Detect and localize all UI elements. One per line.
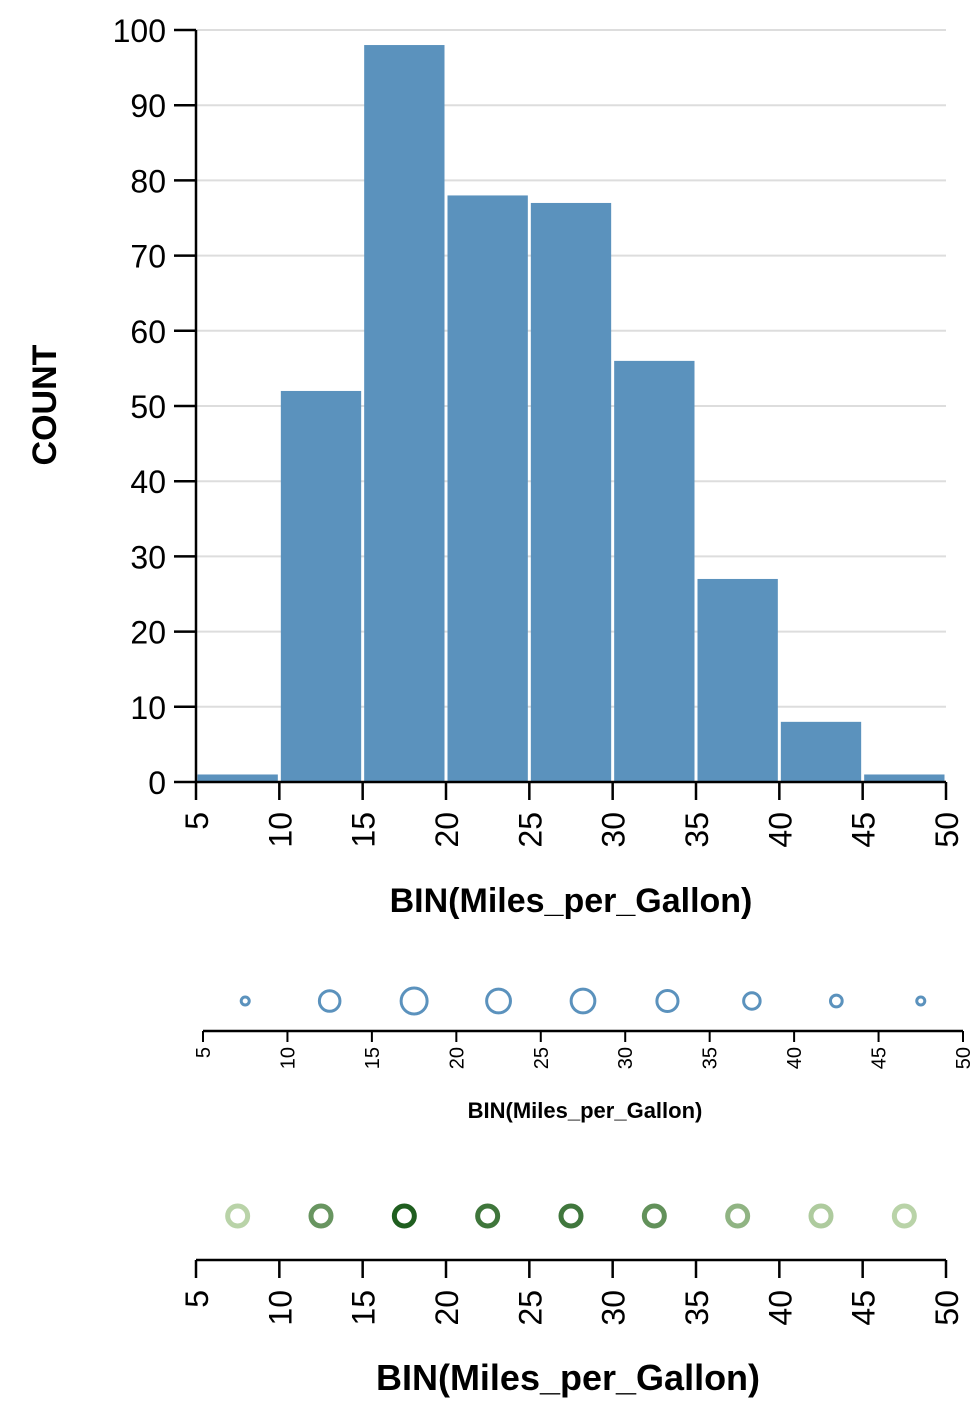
color-point — [391, 1203, 417, 1229]
histogram-chart: 0 10 20 30 40 50 60 70 80 90 100 5 10 15 20 25 30 35 40 45… — [26, 13, 965, 920]
x-tick-label: 40 — [762, 812, 798, 848]
y-tick-label: 30 — [130, 539, 166, 575]
size-point — [742, 991, 762, 1011]
color-strip-points — [225, 1203, 917, 1229]
histogram-bar — [697, 578, 778, 782]
color-point — [725, 1203, 751, 1229]
color-strip-x-axis-title: BIN(Miles_per_Gallon) — [376, 1357, 760, 1398]
x-tick-label: 30 — [615, 1047, 637, 1069]
size-strip-x-axis: 5 10 15 20 25 30 35 40 45 50 — [193, 1029, 973, 1069]
x-tick-label: 5 — [193, 1047, 215, 1058]
histogram-x-axis: 5 10 15 20 25 30 35 40 45 50 — [179, 780, 965, 848]
size-point — [239, 995, 251, 1007]
y-tick-label: 90 — [130, 88, 166, 124]
size-point — [655, 988, 680, 1014]
size-point — [317, 989, 342, 1013]
histogram-bar — [614, 360, 695, 782]
color-point — [558, 1203, 584, 1229]
color-strip-x-axis: 5 10 15 20 25 30 35 40 45 50 — [179, 1258, 965, 1326]
histogram-bar — [447, 195, 528, 782]
x-tick-label: 45 — [846, 1290, 882, 1326]
x-tick-label: 35 — [679, 812, 715, 848]
x-tick-label: 50 — [929, 812, 965, 848]
x-tick-label: 25 — [512, 1290, 548, 1326]
y-tick-label: 50 — [130, 389, 166, 425]
x-tick-label: 5 — [179, 812, 215, 830]
color-strip-chart: 5 10 15 20 25 30 35 40 45 50 BIN(Miles_per_Gallon… — [179, 1203, 965, 1398]
size-point — [399, 986, 429, 1016]
x-tick-label: 10 — [262, 1290, 298, 1326]
x-tick-label: 45 — [846, 812, 882, 848]
y-tick-label: 100 — [113, 13, 166, 49]
x-tick-label: 35 — [700, 1047, 722, 1069]
x-tick-label: 10 — [262, 812, 298, 848]
x-tick-label: 45 — [869, 1047, 891, 1069]
size-point — [828, 993, 844, 1009]
color-point — [308, 1203, 334, 1229]
x-tick-label: 25 — [531, 1047, 553, 1069]
histogram-y-axis-title: COUNT — [26, 344, 64, 465]
histogram-bar — [530, 202, 612, 782]
x-tick-label: 15 — [362, 1047, 384, 1069]
histogram-bar — [280, 390, 362, 782]
y-tick-label: 60 — [130, 314, 166, 350]
color-point — [891, 1203, 917, 1229]
color-point — [641, 1203, 667, 1229]
x-tick-label: 20 — [429, 1290, 465, 1326]
histogram-bar — [780, 721, 862, 782]
x-tick-label: 10 — [277, 1047, 299, 1069]
x-tick-label: 15 — [346, 812, 382, 848]
histogram-bar — [364, 45, 445, 783]
y-tick-label: 0 — [148, 765, 166, 801]
x-tick-label: 40 — [762, 1290, 798, 1326]
x-tick-label: 40 — [784, 1047, 806, 1069]
color-point — [808, 1203, 834, 1229]
size-strip-points — [239, 986, 927, 1016]
color-point — [475, 1203, 501, 1229]
histogram-x-axis-title: BIN(Miles_per_Gallon) — [390, 882, 753, 920]
size-strip-x-axis-title: BIN(Miles_per_Gallon) — [468, 1098, 703, 1123]
color-point — [225, 1203, 251, 1229]
y-tick-label: 40 — [130, 464, 166, 500]
size-point — [915, 995, 927, 1007]
y-tick-label: 10 — [130, 690, 166, 726]
y-tick-label: 20 — [130, 615, 166, 651]
x-tick-label: 20 — [446, 1047, 468, 1069]
x-tick-label: 30 — [596, 812, 632, 848]
x-tick-label: 15 — [346, 1290, 382, 1326]
x-tick-label: 30 — [596, 1290, 632, 1326]
x-tick-label: 35 — [679, 1290, 715, 1326]
histogram-bar — [864, 774, 945, 782]
size-point — [485, 987, 512, 1015]
size-point — [569, 987, 597, 1015]
histogram-bar — [197, 774, 278, 782]
x-tick-label: 50 — [929, 1290, 965, 1326]
y-tick-label: 80 — [130, 163, 166, 199]
size-strip-chart: 5 10 15 20 25 30 35 40 45 50 BIN(Miles_per_Gallon… — [193, 986, 973, 1123]
x-tick-label: 50 — [953, 1047, 973, 1069]
histogram-bars — [197, 45, 945, 783]
x-tick-label: 25 — [512, 812, 548, 848]
y-tick-label: 70 — [130, 239, 166, 275]
histogram-y-axis: 0 10 20 30 40 50 60 70 80 90 100 — [113, 13, 198, 801]
x-tick-label: 20 — [429, 812, 465, 848]
x-tick-label: 5 — [179, 1290, 215, 1308]
